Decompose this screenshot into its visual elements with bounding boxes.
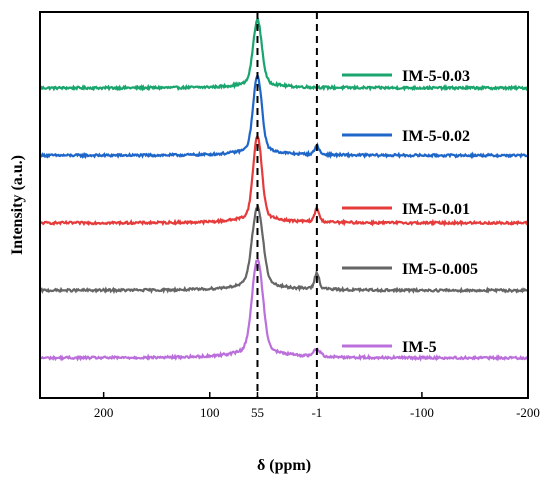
series-line-im-5-0-03 — [39, 17, 529, 92]
series-layer — [39, 17, 529, 362]
legend: IM-5-0.03 IM-5-0.02 IM-5-0.01 IM-5-0.005 IM-… — [342, 68, 478, 356]
legend-label: IM-5-0.02 — [402, 128, 470, 145]
x-axis-ticks: 200 100 55 -1 -100 -200 — [94, 392, 540, 420]
legend-label: IM-5-0.03 — [402, 68, 470, 85]
legend-label: IM-5 — [402, 339, 437, 356]
x-tick-label: 100 — [200, 405, 220, 420]
plot-frame — [39, 11, 529, 399]
series-line-im-5 — [39, 257, 529, 362]
x-tick-label: -100 — [410, 405, 434, 420]
legend-label: IM-5-0.005 — [402, 261, 478, 278]
x-tick-label: 55 — [251, 405, 264, 420]
x-axis-label: δ (ppm) — [257, 457, 311, 474]
x-tick-label: -1 — [311, 405, 322, 420]
y-axis-label: Intensity (a.u.) — [9, 155, 26, 255]
series-line-im-5-0-005 — [39, 203, 529, 295]
x-tick-label: -200 — [516, 405, 540, 420]
legend-label: IM-5-0.01 — [402, 201, 470, 218]
series-line-im-5-0-01 — [39, 134, 529, 227]
reference-lines — [256, 12, 318, 398]
series-line-im-5-0-02 — [39, 75, 529, 160]
x-tick-label: 200 — [94, 405, 114, 420]
